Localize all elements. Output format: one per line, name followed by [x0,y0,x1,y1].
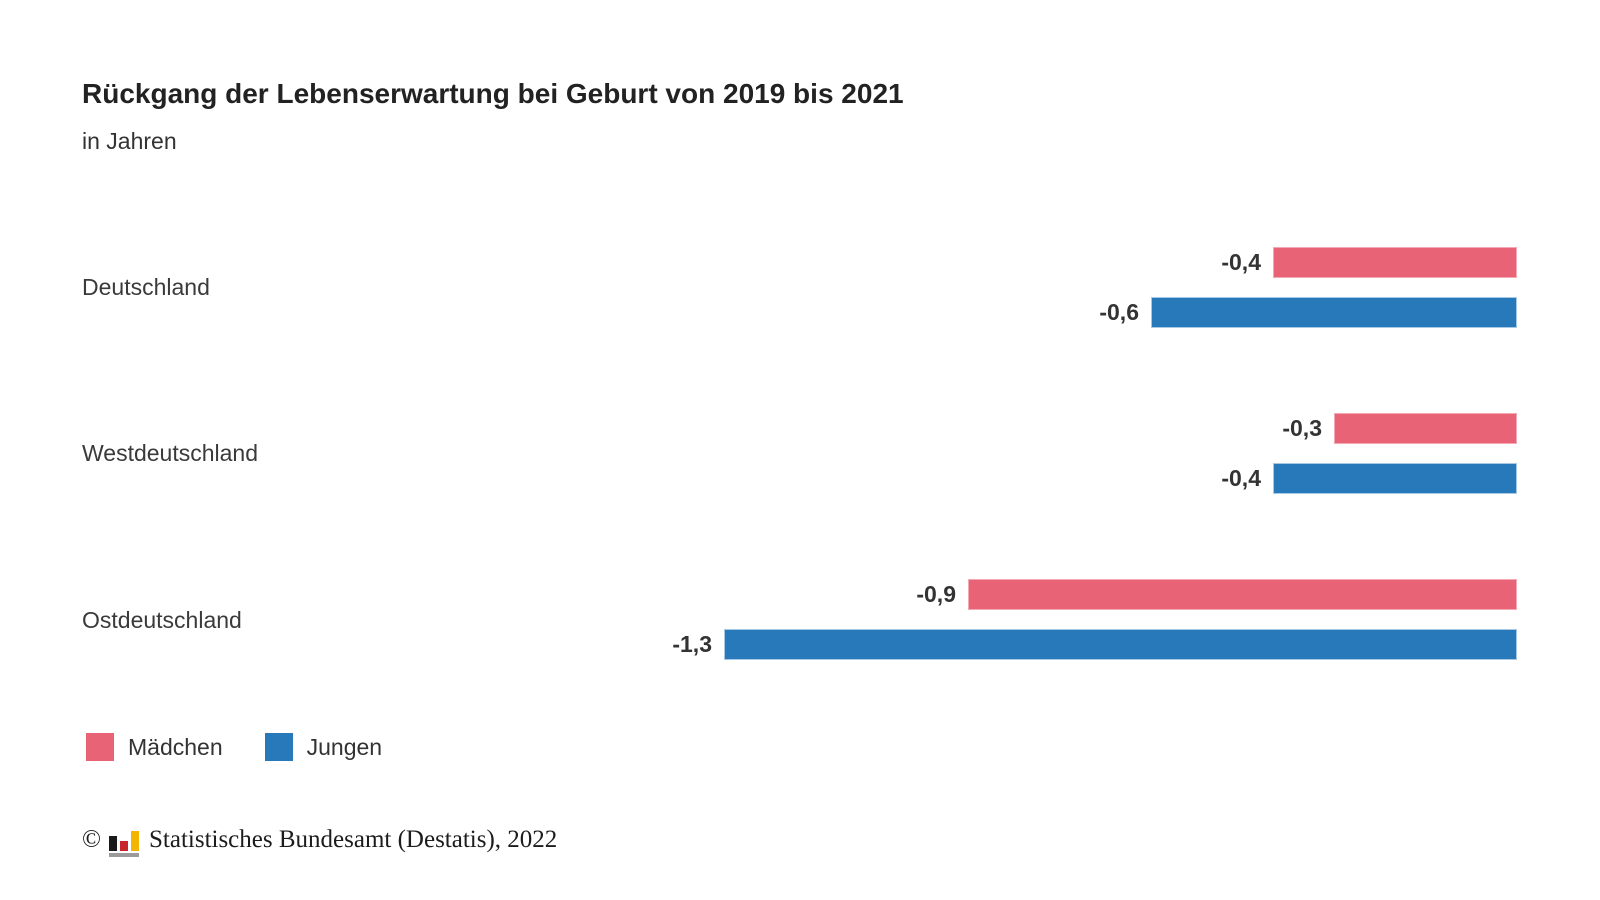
source-line: © Statistisches Bundesamt (Destatis), 20… [82,824,558,857]
bar-value-label: -0,3 [1282,415,1322,441]
bar-value-label: -0,4 [1221,465,1261,491]
category-label-ostdeutschland: Ostdeutschland [82,607,242,633]
legend-label-maedchen: Mädchen [128,733,223,760]
logo-baseline-gray [109,853,139,857]
bar-value-label: -0,4 [1221,249,1261,275]
bar-row-westdeutschland-jungen: -0,4 [1221,463,1517,494]
copyright-symbol: © [82,826,101,853]
bar-maedchen-deutschland [1273,247,1517,278]
bar-row-deutschland-maedchen: -0,4 [1221,247,1517,278]
legend-swatch-jungen [264,733,293,761]
bar-jungen-ostdeutschland [724,629,1517,660]
legend-item-maedchen: Mädchen [86,733,223,761]
bar-value-label: -0,6 [1099,299,1139,325]
logo-bar-gold [131,831,139,851]
legend-label-jungen: Jungen [306,733,383,760]
bar-row-deutschland-jungen: -0,6 [1099,297,1517,328]
chart-subtitle: in Jahren [82,128,177,154]
source-text: Statistisches Bundesamt (Destatis), 2022 [149,826,558,853]
bar-row-ostdeutschland-jungen: -1,3 [672,629,1517,660]
bar-row-ostdeutschland-maedchen: -0,9 [916,579,1517,610]
bar-jungen-westdeutschland [1273,463,1517,494]
chart-title: Rückgang der Lebenserwartung bei Geburt … [82,78,904,109]
category-label-deutschland: Deutschland [82,274,210,300]
bar-value-label: -1,3 [672,631,712,657]
logo-bar-red [120,841,128,851]
bar-jungen-deutschland [1151,297,1517,328]
logo-bar-black [109,836,117,851]
destatis-bar-chart-icon [109,831,139,857]
bar-maedchen-westdeutschland [1334,413,1517,444]
bar-maedchen-ostdeutschland [968,579,1517,610]
bar-row-westdeutschland-maedchen: -0,3 [1282,413,1517,444]
legend-item-jungen: Jungen [264,733,383,761]
legend-swatch-maedchen [86,733,114,761]
legend: Mädchen Jungen [86,733,424,761]
category-label-westdeutschland: Westdeutschland [82,440,259,466]
bar-value-label: -0,9 [916,581,956,607]
